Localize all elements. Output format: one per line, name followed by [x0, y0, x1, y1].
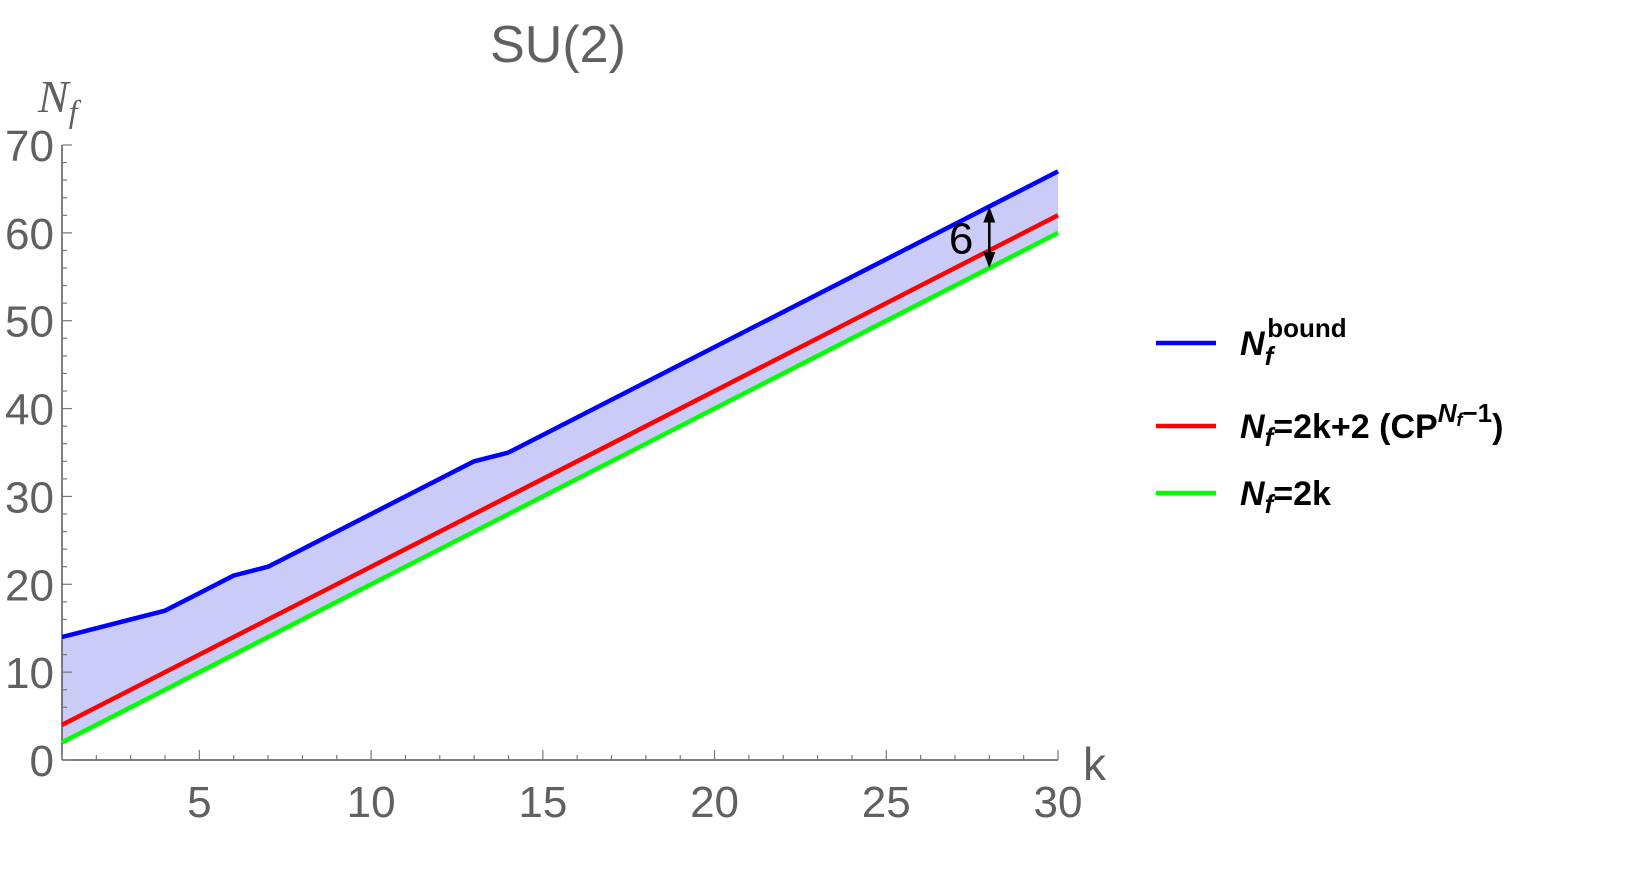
y-tick-label: 30 — [5, 473, 54, 522]
annotation-label: 6 — [949, 214, 973, 263]
x-tick-label: 15 — [518, 778, 567, 827]
y-axis-label-sub: f — [69, 93, 82, 129]
legend-sub: f — [1265, 422, 1276, 452]
y-tick-label: 0 — [30, 737, 54, 786]
legend-sup: bound — [1267, 313, 1346, 343]
y-tick-label: 70 — [5, 122, 54, 171]
x-tick-label: 5 — [187, 778, 211, 827]
x-tick-label: 25 — [862, 778, 911, 827]
legend-sub: f — [1265, 489, 1276, 519]
legend-text-main: =2k+2 (CP — [1273, 408, 1437, 446]
series-line — [60, 230, 1060, 745]
legend-sup-n: N — [1438, 398, 1458, 428]
y-tick-label: 10 — [5, 649, 54, 698]
series-line — [61, 169, 1060, 640]
y-axis-label: Nf — [37, 71, 82, 129]
y-tick-label: 60 — [5, 210, 54, 259]
y-tick-label: 40 — [5, 386, 54, 435]
legend-text-main: =2k — [1273, 475, 1331, 513]
y-tick-label: 20 — [5, 561, 54, 610]
legend-sup-rest: −1 — [1462, 398, 1492, 428]
legend-label: Nf=2k — [1240, 475, 1331, 519]
legend-sup-sub: f — [1456, 410, 1464, 430]
plot-area: 5 10 15 20 25 30 0 10 20 30 40 50 60 70 6 — [5, 122, 1082, 827]
x-tick-label: 20 — [690, 778, 739, 827]
legend-sub: f — [1265, 341, 1276, 371]
y-tick-label: 50 — [5, 298, 54, 347]
legend-label: Nf=2k+2 (CPNf−1) — [1240, 398, 1503, 452]
x-tick-label: 30 — [1034, 778, 1083, 827]
shaded-region — [62, 171, 1058, 743]
annotation-arrowhead-bottom — [983, 252, 996, 268]
annotation-arrowhead-top — [983, 206, 996, 223]
x-axis-label: k — [1083, 738, 1107, 790]
y-axis-label-main: N — [37, 71, 71, 122]
legend-close: ) — [1492, 408, 1503, 446]
legend-n: N — [1240, 408, 1266, 446]
x-tick-label: 10 — [347, 778, 396, 827]
chart-title: SU(2) — [490, 16, 626, 74]
legend-n: N — [1240, 325, 1266, 363]
legend-n: N — [1240, 475, 1266, 513]
legend-label: Nfbound — [1240, 313, 1347, 371]
series-line — [60, 213, 1060, 727]
